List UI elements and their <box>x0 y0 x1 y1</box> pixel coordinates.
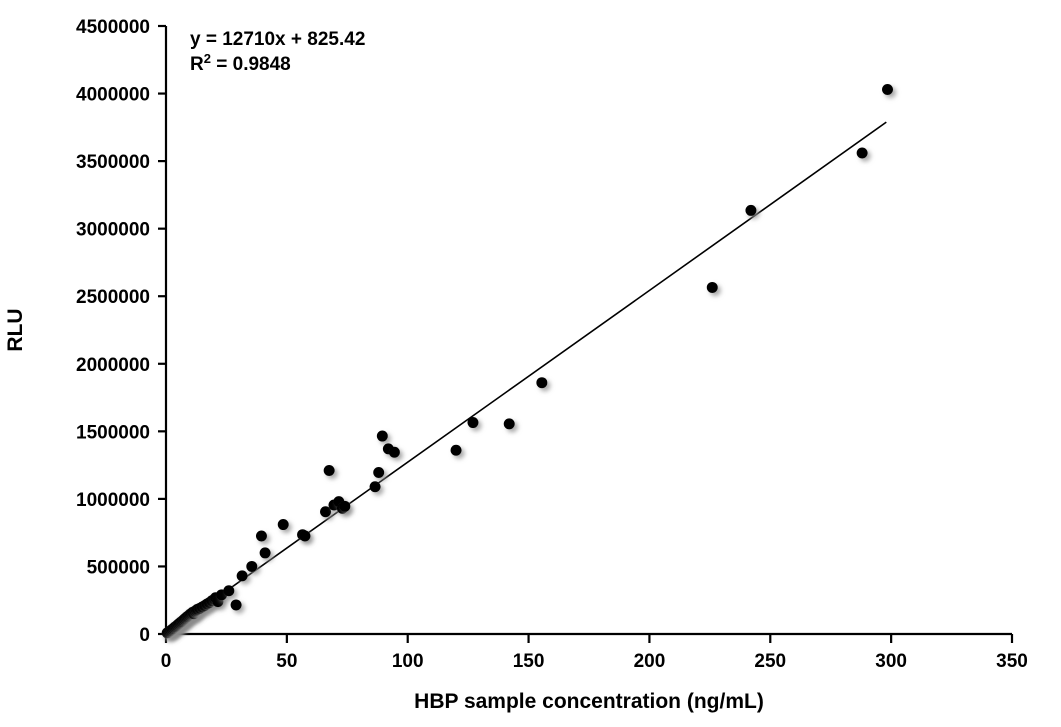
data-point <box>536 377 548 389</box>
x-tick-label: 50 <box>276 651 297 672</box>
data-point <box>255 530 267 542</box>
y-tick-label: 2500000 <box>76 287 150 308</box>
y-tick-label: 1000000 <box>76 490 150 511</box>
x-tick-label: 0 <box>161 651 172 672</box>
data-point <box>259 547 271 559</box>
data-point <box>369 481 381 493</box>
trendline <box>165 121 887 635</box>
data-point <box>745 204 757 216</box>
x-tick-label: 250 <box>754 651 786 672</box>
data-point <box>467 417 479 429</box>
x-axis-ticks: 0 50 100 150 200 250 300 350 <box>161 634 1028 672</box>
data-point <box>706 281 718 293</box>
trendline-equation-label: y = 12710x + 825.42 <box>190 29 365 50</box>
data-point <box>339 500 351 512</box>
y-tick-label: 3500000 <box>76 152 150 173</box>
data-point <box>450 444 462 456</box>
y-tick-label: 4000000 <box>76 85 150 106</box>
data-point <box>373 467 385 479</box>
y-tick-label: 1500000 <box>76 422 150 443</box>
data-point <box>388 446 400 458</box>
x-axis-title: HBP sample concentration (ng/mL) <box>414 690 764 713</box>
y-tick-label: 3000000 <box>76 220 150 241</box>
data-point <box>230 599 242 611</box>
data-point <box>882 84 894 96</box>
data-point <box>323 465 335 477</box>
y-axis-title: RLU <box>4 308 27 351</box>
r-squared-label: R2 = 0.9848 <box>190 51 291 75</box>
data-point <box>236 570 248 582</box>
data-point <box>376 430 388 442</box>
data-point <box>246 560 258 572</box>
x-tick-label: 200 <box>634 651 666 672</box>
y-tick-label: 0 <box>139 625 150 646</box>
data-point <box>223 585 235 597</box>
x-tick-label: 100 <box>392 651 424 672</box>
y-axis-ticks: 0 500000 1000000 1500000 2000000 2500000 30000… <box>76 17 166 646</box>
y-tick-label: 4500000 <box>76 17 150 38</box>
x-tick-label: 150 <box>513 651 545 672</box>
data-point <box>320 506 332 518</box>
data-point <box>277 519 289 531</box>
y-tick-label: 2000000 <box>76 355 150 376</box>
x-tick-label: 350 <box>996 651 1028 672</box>
x-tick-label: 300 <box>875 651 907 672</box>
data-point <box>503 418 515 430</box>
data-point <box>299 530 311 542</box>
data-point-group <box>161 84 894 639</box>
y-tick-label: 500000 <box>87 557 150 578</box>
data-point <box>856 147 868 159</box>
